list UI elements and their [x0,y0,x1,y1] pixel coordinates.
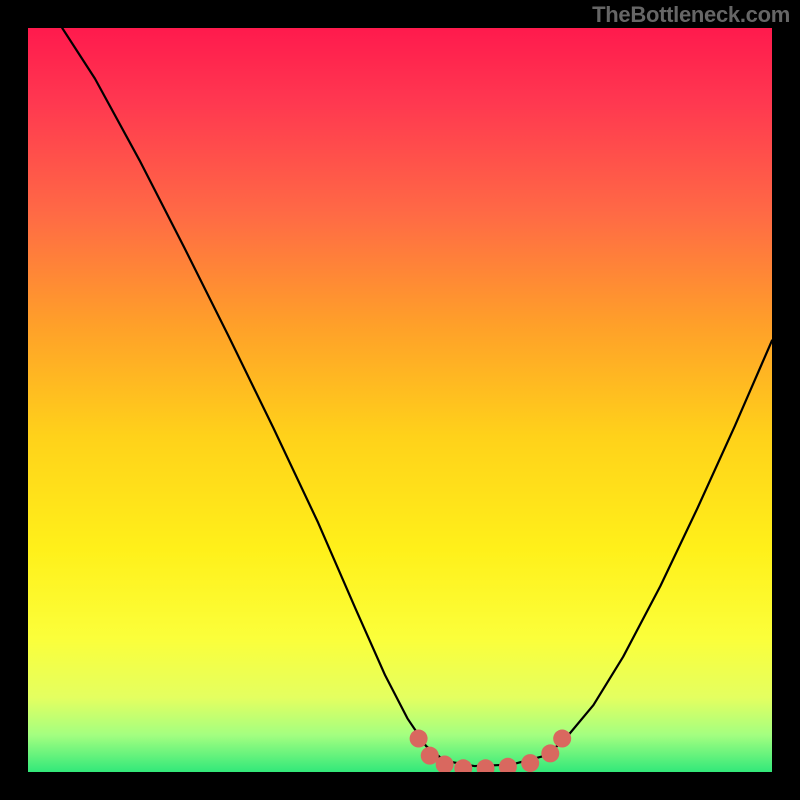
optimum-dot [521,754,539,772]
optimum-dot [410,730,428,748]
optimum-dot [553,730,571,748]
bottleneck-plot [28,28,772,772]
watermark-text: TheBottleneck.com [592,2,790,28]
optimum-dot [541,744,559,762]
gradient-background [28,28,772,772]
chart-frame: TheBottleneck.com [0,0,800,800]
